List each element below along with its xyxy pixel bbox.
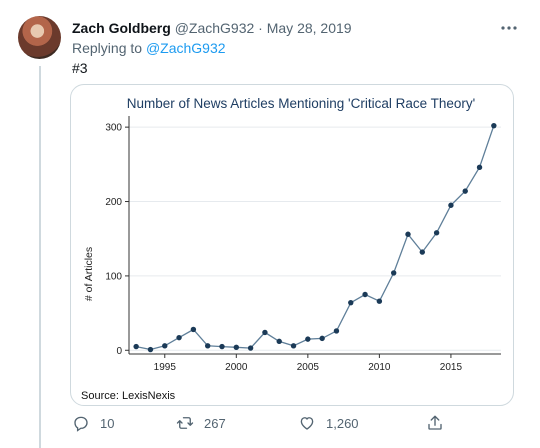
tweet-actions: 10 267 1,260 [72, 414, 512, 438]
chart-ytick-label: 0 [116, 346, 122, 357]
chart-ytick-label: 200 [105, 197, 122, 208]
tweet-text: #3 [72, 60, 88, 76]
chart-point [305, 336, 311, 342]
replying-to: Replying to @ZachG932 [72, 40, 226, 56]
chart-point [319, 335, 325, 342]
chart-ytick-label: 100 [105, 271, 122, 282]
media-chart[interactable]: Number of News Articles Mentioning 'Crit… [70, 84, 514, 406]
chart-point [433, 230, 440, 236]
avatar[interactable] [18, 16, 61, 59]
like-icon [298, 414, 316, 432]
chart-title: Number of News Articles Mentioning 'Crit… [127, 96, 476, 111]
chart-ylabel: # of Articles [83, 247, 95, 301]
chart-point [376, 298, 383, 304]
chart-xtick-label: 1995 [154, 362, 177, 373]
chart-grid [129, 126, 501, 351]
chart-point [276, 338, 282, 345]
chart-point [204, 343, 211, 349]
share-icon [426, 414, 444, 432]
chart-point [448, 202, 454, 208]
more-icon[interactable] [500, 18, 518, 36]
chart-point [190, 326, 197, 333]
retweet-button[interactable]: 267 [176, 414, 226, 432]
share-button[interactable] [426, 414, 454, 432]
chart-point [262, 329, 268, 336]
replying-prefix: Replying to [72, 40, 143, 56]
chart-xtick-label: 2015 [440, 362, 463, 373]
chart-point [290, 343, 297, 349]
reply-button[interactable]: 10 [72, 414, 114, 432]
chart-point [362, 291, 368, 298]
tweet-header: Zach Goldberg @ZachG932 · May 28, 2019 [72, 20, 352, 36]
separator: · [258, 20, 263, 36]
chart-xtick-label: 2010 [368, 362, 391, 373]
chart-source: Source: LexisNexis [81, 390, 176, 402]
chart-series [133, 122, 497, 353]
handle[interactable]: @ZachG932 [174, 20, 255, 36]
chart-point [333, 328, 340, 334]
retweet-icon [176, 414, 194, 432]
chart-point [491, 122, 497, 129]
chart-point [419, 249, 426, 255]
chart-svg: Number of News Articles Mentioning 'Crit… [81, 96, 501, 402]
chart-point [233, 344, 240, 351]
chart-xtick-label: 2005 [297, 362, 320, 373]
chart-point [348, 299, 354, 306]
like-count: 1,260 [326, 415, 359, 431]
display-name[interactable]: Zach Goldberg [72, 20, 171, 36]
chart-series-line [136, 125, 495, 351]
reply-count: 10 [100, 415, 115, 431]
chart-point [462, 188, 468, 194]
like-button[interactable]: 1,260 [298, 414, 359, 432]
chart-xtick-label: 2000 [225, 362, 248, 373]
chart-point [405, 231, 411, 237]
chart-axes [128, 116, 501, 355]
chart-point [162, 343, 168, 349]
chart-point [219, 343, 225, 350]
chart-point [176, 334, 182, 341]
chart-ytick-label: 300 [105, 123, 122, 134]
chart-ticks: 0 100 200 300 1995 2000 2005 2010 2015 [105, 123, 462, 373]
chart-point [133, 343, 139, 350]
chart-point [147, 346, 154, 353]
chart-point [476, 164, 483, 171]
chart-point [247, 345, 254, 351]
chart-point [390, 270, 397, 276]
retweet-count: 267 [204, 415, 226, 431]
reply-icon [72, 414, 90, 432]
tweet-date[interactable]: May 28, 2019 [266, 20, 352, 36]
replying-mention[interactable]: @ZachG932 [145, 40, 226, 56]
thread-line [39, 66, 41, 448]
